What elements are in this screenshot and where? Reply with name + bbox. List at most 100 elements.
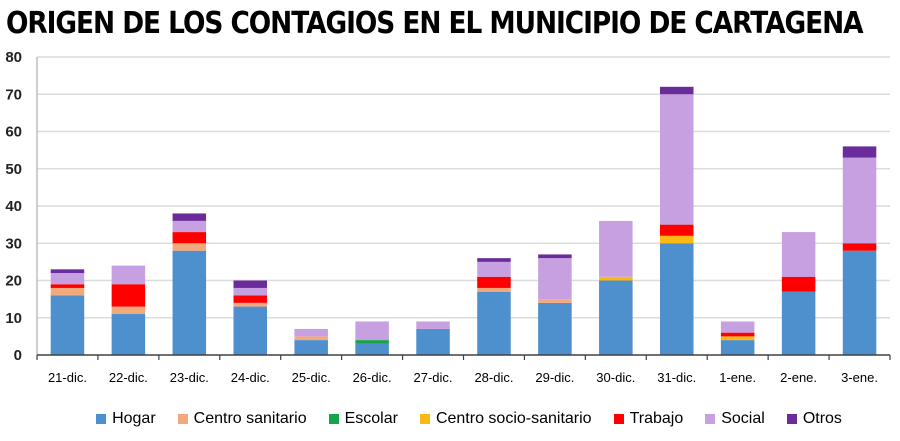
bar-segment-trabajo bbox=[172, 232, 207, 244]
x-tick-label: 29-dic. bbox=[535, 370, 574, 385]
bar-segment-hogar bbox=[172, 250, 207, 355]
bar-segment-trabajo bbox=[842, 243, 877, 251]
legend-item: Escolar bbox=[328, 410, 398, 428]
bar-stack bbox=[172, 213, 207, 355]
y-tick-label: 0 bbox=[14, 347, 22, 364]
legend-item: Centro socio-sanitario bbox=[419, 410, 592, 428]
bar-segment-otros bbox=[233, 280, 268, 288]
legend-item: Hogar bbox=[96, 410, 156, 428]
bar-stack bbox=[355, 321, 389, 355]
bars bbox=[50, 86, 877, 355]
x-axis-ticks: 21-dic. 22-dic. 23-dic. 24-dic. 25-dic. 26-di… bbox=[48, 370, 878, 385]
x-tick-label: 28-dic. bbox=[474, 370, 513, 385]
bar-stack bbox=[659, 86, 694, 355]
legend-swatch bbox=[613, 414, 624, 424]
y-tick-label: 60 bbox=[5, 124, 22, 141]
bar-segment-hogar bbox=[538, 302, 572, 355]
y-tick-label: 20 bbox=[5, 273, 22, 290]
chart-title: ORIGEN DE LOS CONTAGIOS EN EL MUNICIPIO … bbox=[6, 6, 864, 41]
bar-segment-social bbox=[294, 328, 328, 337]
bar-segment-otros bbox=[477, 258, 511, 262]
bar-segment-trabajo bbox=[659, 224, 694, 236]
bar-segment-centro-sanitario bbox=[111, 306, 146, 315]
x-tick-label: 31-dic. bbox=[657, 370, 696, 385]
bar-segment-hogar bbox=[111, 314, 146, 355]
bar-stack bbox=[477, 258, 511, 355]
bar-segment-hogar bbox=[720, 340, 755, 355]
x-tick-label: 24-dic. bbox=[231, 370, 270, 385]
bar-segment-centro-sanitario bbox=[294, 336, 328, 341]
legend: Hogar Centro sanitario Escolar Centro socio… bbox=[0, 410, 900, 428]
bar-segment-centro-sanitario bbox=[50, 287, 85, 296]
legend-label: Hogar bbox=[112, 410, 156, 427]
x-tick-label: 30-dic. bbox=[596, 370, 635, 385]
legend-item: Centro sanitario bbox=[177, 410, 307, 428]
bar-segment-hogar bbox=[355, 343, 389, 355]
bar-segment-centro-socio-sanitario bbox=[599, 276, 633, 281]
legend-label: Trabajo bbox=[629, 410, 684, 427]
x-tick-label: 26-dic. bbox=[353, 370, 392, 385]
bar-segment-trabajo bbox=[50, 284, 85, 288]
x-tick-label: 3-ene. bbox=[841, 370, 878, 385]
x-tick-label: 1-ene. bbox=[719, 370, 756, 385]
legend-item: Social bbox=[705, 410, 765, 428]
bar-segment-social bbox=[111, 265, 146, 285]
bar-segment-trabajo bbox=[720, 332, 755, 337]
bar-segment-centro-socio-sanitario bbox=[720, 336, 755, 341]
bar-segment-hogar bbox=[477, 291, 511, 355]
bar-segment-centro-sanitario bbox=[233, 302, 268, 307]
bar-stack bbox=[720, 321, 755, 355]
legend-swatch bbox=[96, 414, 107, 424]
legend-label: Escolar bbox=[344, 410, 398, 427]
bar-segment-social bbox=[538, 258, 572, 300]
bar-segment-otros bbox=[659, 86, 694, 95]
legend-label: Centro socio-sanitario bbox=[435, 410, 592, 427]
x-tick-label: 23-dic. bbox=[170, 370, 209, 385]
legend-item: Trabajo bbox=[613, 410, 684, 428]
bar-stack bbox=[50, 269, 85, 355]
x-tick-label: 21-dic. bbox=[48, 370, 87, 385]
bar-segment-centro-sanitario bbox=[477, 287, 511, 292]
x-tick-label: 27-dic. bbox=[414, 370, 453, 385]
bar-segment-hogar bbox=[294, 340, 328, 355]
legend-swatch bbox=[786, 414, 797, 424]
bar-segment-social bbox=[355, 321, 389, 341]
bar-segment-otros bbox=[842, 146, 877, 158]
bar-segment-social bbox=[781, 232, 816, 277]
bar-stack bbox=[416, 321, 450, 355]
bar-segment-trabajo bbox=[233, 295, 268, 303]
legend-label: Social bbox=[721, 410, 765, 427]
bar-segment-social bbox=[172, 220, 207, 233]
x-tick-label: 22-dic. bbox=[109, 370, 148, 385]
bar-stack bbox=[781, 232, 816, 355]
bar-stack bbox=[842, 146, 877, 355]
bar-segment-centro-sanitario bbox=[538, 299, 572, 303]
axes bbox=[36, 57, 891, 360]
x-tick-label: 25-dic. bbox=[292, 370, 331, 385]
bar-segment-escolar bbox=[355, 340, 389, 344]
bar-segment-social bbox=[659, 94, 694, 225]
legend-item: Otros bbox=[786, 410, 842, 428]
bar-segment-otros bbox=[50, 269, 85, 274]
bar-stack bbox=[538, 254, 572, 355]
legend-swatch bbox=[419, 414, 430, 424]
bar-segment-social bbox=[842, 157, 877, 244]
bar-segment-centro-sanitario bbox=[172, 243, 207, 251]
bar-segment-trabajo bbox=[781, 276, 816, 292]
y-axis-ticks: 0 10 20 30 40 50 60 70 80 bbox=[5, 49, 22, 364]
bar-stack bbox=[599, 220, 633, 355]
legend-label: Otros bbox=[802, 410, 842, 427]
bar-segment-centro-socio-sanitario bbox=[659, 235, 694, 244]
bar-segment-hogar bbox=[233, 306, 268, 355]
y-tick-label: 40 bbox=[5, 198, 22, 215]
bar-segment-social bbox=[50, 273, 85, 285]
bar-segment-social bbox=[233, 287, 268, 296]
y-tick-label: 80 bbox=[5, 49, 22, 66]
bar-segment-hogar bbox=[842, 250, 877, 355]
bar-stack bbox=[233, 280, 268, 355]
bar-segment-trabajo bbox=[477, 276, 511, 288]
bar-segment-social bbox=[720, 321, 755, 333]
bar-segment-trabajo bbox=[111, 284, 146, 307]
bar-stack bbox=[294, 328, 328, 355]
